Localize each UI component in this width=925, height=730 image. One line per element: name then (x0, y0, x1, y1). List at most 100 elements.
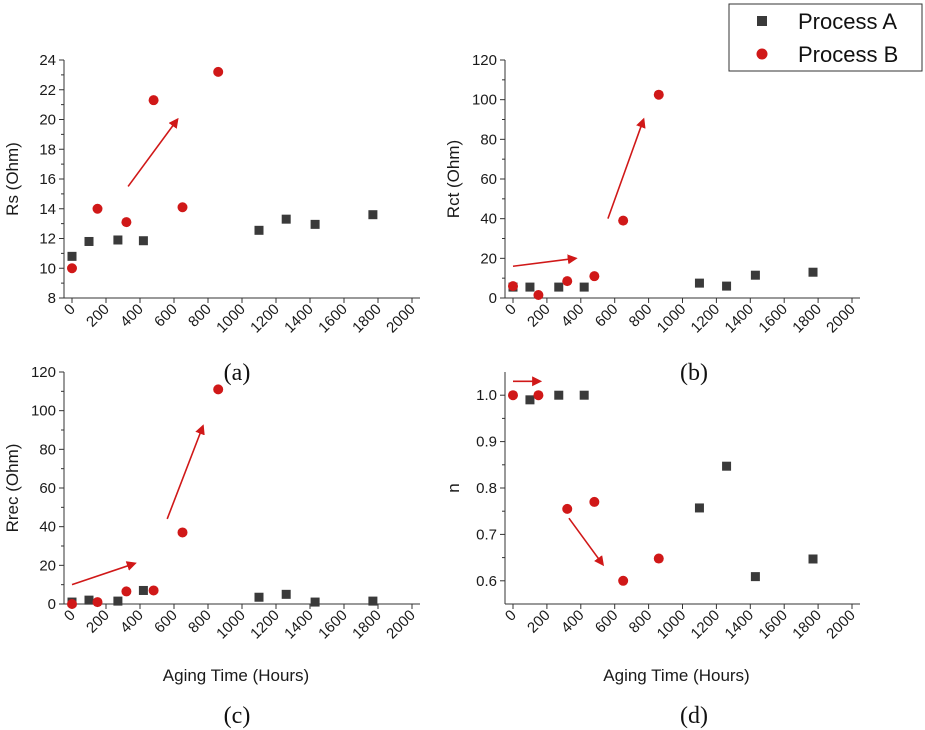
panel-letter: (c) (224, 703, 251, 729)
legend-marker-process-b (756, 48, 768, 60)
chart-panel-d: 0.6 0.7 0.8 0.9 1.0 0 200 400 600 800100012001400… (444, 372, 860, 729)
y-tick-label: 120 (472, 52, 497, 69)
data-point-process-b (533, 290, 544, 301)
x-tick-label: 1400 (281, 301, 317, 337)
trend-arrow (568, 517, 605, 567)
x-tick-label: 800 (185, 301, 215, 331)
y-tick-label: 20 (39, 557, 56, 574)
y-tick-label: 40 (480, 211, 497, 228)
y-tick-label: 12 (39, 231, 56, 248)
data-point-process-b (618, 575, 629, 586)
data-point-process-b (67, 263, 77, 274)
data-point-process-b (589, 496, 600, 507)
data-point-process-a (368, 596, 378, 606)
trend-arrow (512, 254, 578, 268)
x-tick-label: 1800 (349, 301, 385, 337)
x-tick-label: 2000 (823, 301, 859, 337)
data-point-process-a (113, 596, 123, 606)
y-tick-label: 0.8 (476, 480, 497, 497)
data-point-process-b (533, 390, 544, 401)
y-tick-label: 0.6 (476, 573, 497, 590)
y-tick-label: 0.9 (476, 434, 497, 451)
data-point-process-b (213, 384, 224, 395)
data-point-process-b (213, 66, 224, 77)
y-tick-label: 16 (39, 171, 56, 188)
x-tick-label: 1600 (755, 607, 791, 643)
x-tick-label: 1200 (247, 607, 283, 643)
y-tick-label: 60 (39, 480, 56, 497)
x-tick-label: 600 (592, 607, 622, 637)
data-point-process-a (579, 390, 589, 400)
x-tick-label: 0 (61, 607, 79, 625)
data-point-process-b (148, 95, 159, 106)
x-tick-label: 1200 (247, 301, 283, 337)
data-point-process-a (84, 236, 94, 246)
legend-label-process-a: Process A (798, 9, 897, 34)
x-tick-label: 400 (117, 301, 147, 331)
x-tick-label: 2000 (823, 607, 859, 643)
legend-marker-process-a (757, 16, 767, 26)
data-point-process-a (694, 278, 704, 288)
x-axis-title: Aging Time (Hours) (603, 666, 749, 685)
x-tick-label: 1400 (281, 607, 317, 643)
data-point-process-a (281, 589, 291, 599)
x-tick-label: 400 (558, 301, 588, 331)
data-point-process-b (562, 276, 573, 287)
y-tick-label: 8 (48, 290, 56, 307)
y-tick-label: 0.7 (476, 526, 497, 543)
trend-arrow (127, 117, 179, 187)
data-point-process-b (177, 202, 188, 213)
data-point-process-b (653, 553, 664, 564)
x-tick-label: 1000 (213, 301, 249, 337)
x-tick-label: 600 (592, 301, 622, 331)
x-tick-label: 1000 (654, 607, 690, 643)
data-point-process-a (254, 592, 264, 602)
legend: Process A Process B (728, 3, 923, 72)
x-tick-label: 400 (558, 607, 588, 637)
data-point-process-a (368, 210, 378, 220)
x-tick-label: 800 (626, 301, 656, 331)
trend-arrow (71, 561, 137, 586)
trend-arrow (166, 424, 205, 520)
x-tick-label: 1000 (654, 301, 690, 337)
x-tick-label: 0 (502, 607, 520, 625)
x-tick-label: 200 (524, 301, 554, 331)
data-point-process-a (281, 214, 291, 224)
data-point-process-b (508, 390, 518, 401)
data-point-process-b (67, 599, 77, 609)
y-tick-label: 120 (31, 364, 56, 381)
y-tick-label: 20 (480, 250, 497, 267)
y-axis-title: Rs (Ohm) (3, 142, 22, 216)
x-tick-label: 1800 (349, 607, 385, 643)
data-point-process-b (92, 203, 103, 214)
x-tick-label: 600 (151, 607, 181, 637)
x-tick-label: 1600 (315, 301, 351, 337)
x-tick-label: 200 (83, 301, 113, 331)
y-tick-label: 10 (39, 260, 56, 277)
data-point-process-a (84, 595, 94, 605)
panel-letter: (b) (680, 360, 708, 386)
x-tick-label: 1200 (688, 301, 724, 337)
data-point-process-a (138, 236, 148, 246)
x-tick-label: 400 (117, 607, 147, 637)
chart-panel-a: 8 10 12 14 16 18 20 22 24 0 200 400 600 8001000120014… (3, 52, 420, 386)
y-tick-label: 20 (39, 112, 56, 129)
y-axis-title: Rct (Ohm) (444, 140, 463, 218)
trend-arrow (607, 117, 646, 219)
data-point-process-b (589, 271, 600, 282)
x-tick-label: 0 (61, 301, 79, 319)
data-point-process-a (722, 281, 732, 291)
data-point-process-a (254, 225, 264, 235)
x-tick-label: 1200 (688, 607, 724, 643)
data-point-process-a (67, 251, 77, 261)
data-point-process-b (508, 281, 518, 292)
x-tick-label: 800 (185, 607, 215, 637)
data-point-process-a (113, 235, 123, 245)
panel-letter: (a) (224, 360, 251, 386)
y-tick-label: 60 (480, 171, 497, 188)
data-point-process-b (562, 503, 573, 514)
data-point-process-a (750, 270, 760, 280)
x-tick-label: 1800 (789, 301, 825, 337)
y-axis-title: Rrec (Ohm) (3, 444, 22, 533)
